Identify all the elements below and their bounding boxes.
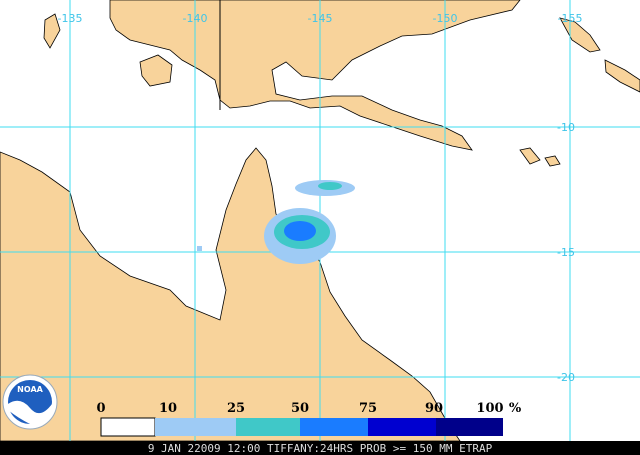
land (604, 59, 640, 93)
logo: NOAA (2, 374, 58, 430)
logo-text: NOAA (17, 385, 43, 394)
latitude-label: -10 (557, 121, 575, 134)
longitude-label: -155 (558, 12, 583, 25)
legend-label: 50 (291, 401, 309, 416)
legend-swatch (155, 418, 236, 436)
legend-label: 75 (359, 401, 377, 416)
legend-swatch (236, 418, 300, 436)
legend-label: 10 (159, 401, 177, 416)
logo-wave (8, 400, 52, 426)
precip-area (284, 221, 316, 241)
legend-label: 25 (227, 401, 245, 416)
longitude-label: -140 (183, 12, 208, 25)
legend-label: 100 (476, 401, 503, 416)
longitude-label: -150 (433, 12, 458, 25)
land (109, 0, 521, 151)
precip-area (197, 246, 202, 251)
precip-area (318, 182, 342, 190)
legend-label: 90 (425, 401, 443, 416)
land (43, 13, 61, 49)
land (139, 54, 173, 87)
land (544, 155, 561, 167)
legend-swatch (300, 418, 368, 436)
longitude-label: -135 (58, 12, 83, 25)
longitude-label: -145 (308, 12, 333, 25)
legend: 0 10 25 50 75 90 100 % (96, 401, 522, 437)
land (519, 147, 541, 165)
footer-bar (0, 441, 640, 455)
legend-swatch (368, 418, 436, 436)
legend-unit: % (509, 401, 522, 416)
latitude-label: -20 (557, 371, 575, 384)
footer-text: 9 JAN 22009 12:00 TIFFANY:24HRS PROB >= … (148, 442, 493, 455)
legend-label: 0 (96, 401, 105, 416)
land (0, 147, 461, 442)
latitude-label: -15 (557, 246, 575, 259)
legend-swatch (100, 417, 156, 437)
legend-swatch (436, 418, 503, 436)
